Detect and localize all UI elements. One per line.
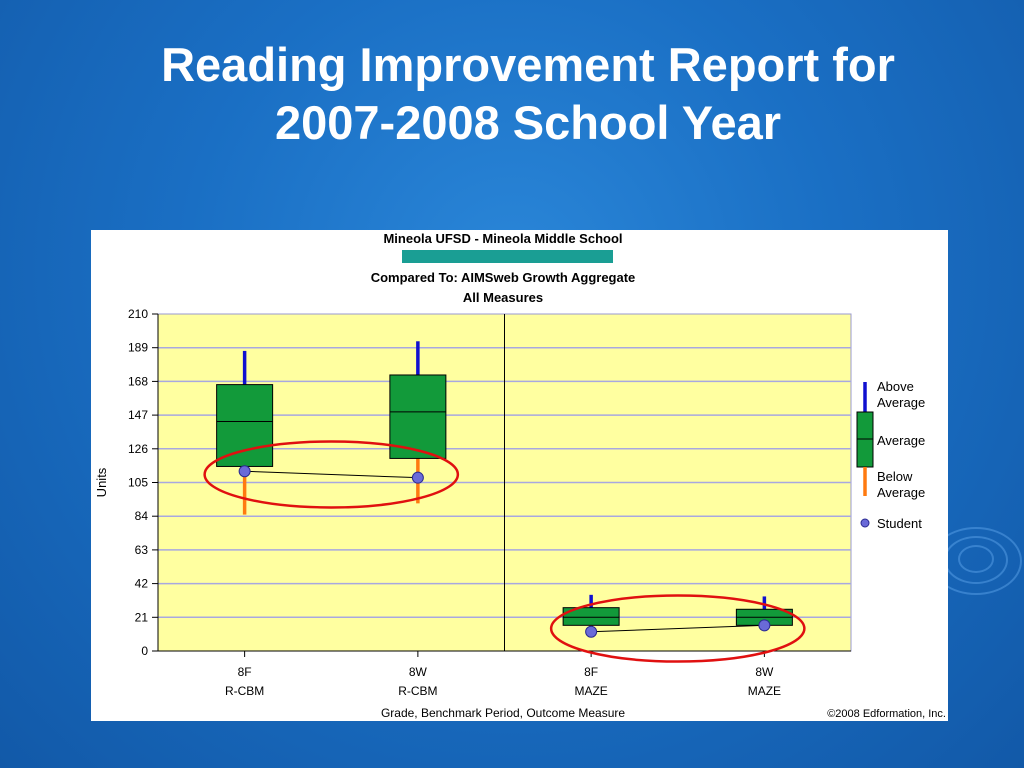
legend-below-label: Below Average [877, 469, 925, 500]
header-highlight-bar [402, 250, 613, 263]
legend-average-label: Average [877, 433, 925, 448]
legend-above-label-word: Average [877, 395, 925, 410]
copyright-text: ©2008 Edformation, Inc. [827, 708, 946, 720]
x-tick-label-measure: R-CBM [225, 684, 264, 698]
y-tick-label: 63 [135, 543, 149, 557]
slide-title: Reading Improvement Report for 2007-2008… [40, 36, 1016, 152]
student-trend-line [244, 470, 418, 479]
legend-student-swatch [860, 518, 870, 528]
x-tick-label-measure: MAZE [748, 684, 781, 698]
student-trend-line [591, 624, 765, 633]
y-tick-label: 147 [128, 408, 148, 422]
average-box [562, 607, 620, 626]
boxplot-chart: Mineola UFSD - Mineola Middle School Comp… [91, 230, 948, 721]
y-tick-label: 42 [135, 577, 149, 591]
y-tick-label: 0 [141, 644, 148, 658]
y-tick-label: 168 [128, 374, 148, 388]
x-tick-label-grade-period: 8F [238, 665, 252, 679]
y-tick-label: 189 [128, 341, 148, 355]
legend-below-label-word: Average [877, 485, 925, 500]
student-point [758, 619, 771, 632]
slide-title-line-1: Reading Improvement Report for [161, 38, 895, 91]
highlight-ellipse [203, 440, 460, 509]
chart-panel: Mineola UFSD - Mineola Middle School Comp… [91, 230, 948, 721]
highlight-ellipse [549, 594, 806, 663]
y-tick-label: 105 [128, 476, 148, 490]
y-tick-label: 126 [128, 442, 148, 456]
y-tick-label: 21 [135, 610, 149, 624]
chart-header-comparison: Compared To: AIMSweb Growth Aggregate [371, 270, 636, 285]
x-tick-label-grade-period: 8F [584, 665, 598, 679]
average-box [389, 374, 447, 459]
legend-student-label: Student [877, 516, 922, 531]
y-tick-label: 210 [128, 307, 148, 321]
student-point [238, 465, 251, 478]
chart-header-school: Mineola UFSD - Mineola Middle School [383, 231, 622, 246]
chart-header-measures: All Measures [463, 290, 543, 305]
student-point [585, 625, 598, 638]
student-point [411, 471, 424, 484]
x-tick-label-measure: R-CBM [398, 684, 437, 698]
legend-below-label-word: Below [877, 469, 913, 484]
x-tick-label-grade-period: 8W [409, 665, 428, 679]
y-axis-label: Units [94, 467, 109, 497]
legend-above-label-word: Above [877, 379, 914, 394]
x-tick-label-measure: MAZE [574, 684, 607, 698]
legend-above-label: Above Average [877, 379, 925, 410]
x-tick-label-grade-period: 8W [755, 665, 774, 679]
y-tick-label: 84 [135, 509, 149, 523]
average-box [216, 384, 274, 467]
slide-title-line-2: 2007-2008 School Year [274, 96, 782, 149]
x-axis-label: Grade, Benchmark Period, Outcome Measure [381, 706, 625, 720]
